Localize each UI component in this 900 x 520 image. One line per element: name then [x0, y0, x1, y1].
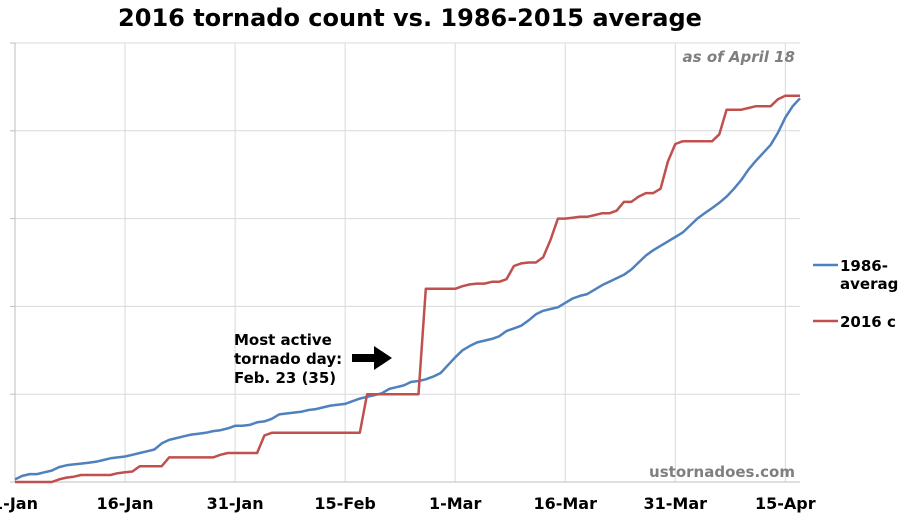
x-tick-label-6: 31-Mar — [644, 494, 708, 513]
x-tick-label-4: 1-Mar — [429, 494, 481, 513]
as-of-note: as of April 18 — [683, 48, 795, 66]
series-line-average — [14, 97, 801, 481]
source-credit: ustornadoes.com — [649, 463, 795, 481]
x-axis-ticks: 1-Jan 16-Jan 31-Jan 15-Feb 1-Mar 16-Mar 31-Mar… — [0, 494, 816, 513]
series-line-2016 — [15, 94, 800, 484]
x-tick-label-3: 15-Feb — [314, 494, 376, 513]
x-tick-label-7: 15-Apr — [755, 494, 816, 513]
callout-line-2: tornado day: — [234, 350, 342, 368]
callout: Most active tornado day: Feb. 23 (35) — [234, 331, 392, 387]
gridlines — [10, 42, 800, 483]
legend-label-2016: 2016 c — [840, 313, 896, 331]
x-tick-label-2: 31-Jan — [207, 494, 264, 513]
x-tick-label-5: 16-Mar — [533, 494, 597, 513]
legend-item-average: 1986- averag — [813, 257, 898, 293]
x-tick-label-1: 16-Jan — [97, 494, 154, 513]
callout-arrow — [352, 346, 392, 370]
x-tick-label-0: 1-Jan — [0, 494, 38, 513]
chart-title: 2016 tornado count vs. 1986-2015 average — [118, 4, 702, 32]
legend: 1986- averag 2016 c — [813, 257, 898, 331]
legend-item-2016: 2016 c — [813, 313, 896, 331]
callout-line-1: Most active — [234, 331, 332, 349]
callout-line-3: Feb. 23 (35) — [234, 369, 336, 387]
legend-label-average: 1986- averag — [840, 257, 898, 293]
series-lines — [14, 94, 801, 484]
